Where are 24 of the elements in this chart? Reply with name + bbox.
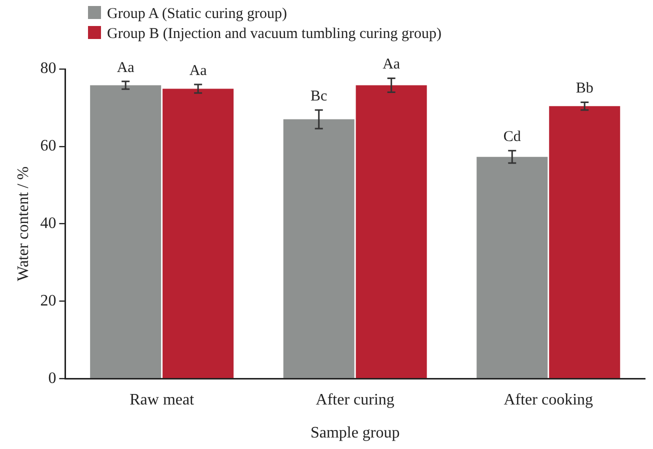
data-label: Bc	[310, 88, 328, 104]
x-tick-label: After cooking	[504, 391, 594, 408]
x-tick-label: After curing	[316, 391, 394, 408]
bar	[162, 88, 234, 378]
bar	[90, 85, 162, 378]
x-tick-label: Raw meat	[130, 391, 195, 408]
data-label: Aa	[382, 56, 400, 73]
data-label: Bb	[576, 80, 594, 97]
bar	[283, 119, 354, 378]
y-tick-label: 80	[40, 60, 56, 78]
bar	[476, 156, 548, 378]
y-tick-label: 20	[40, 292, 56, 310]
y-tick-label: 0	[48, 370, 56, 387]
bar	[356, 85, 427, 378]
data-label: Aa	[116, 60, 135, 76]
legend-label: Group B (Injection and vacuum tumbling curing group)	[106, 25, 442, 44]
data-label: Cd	[503, 129, 522, 146]
y-axis-title: Water content / %	[14, 166, 32, 282]
x-axis-title: Sample group	[310, 424, 400, 442]
y-tick-label: 40	[40, 215, 56, 232]
legend-label: Group A (Static curing group)	[106, 5, 288, 24]
y-tick-label: 60	[40, 138, 56, 155]
data-label: Aa	[189, 62, 208, 79]
bar	[549, 106, 620, 378]
